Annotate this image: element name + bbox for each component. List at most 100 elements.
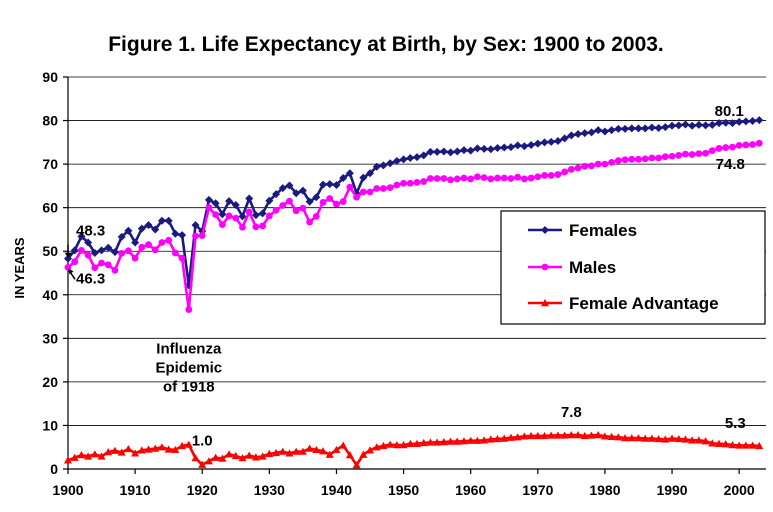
data-point xyxy=(111,266,119,274)
data-point xyxy=(164,445,173,453)
data-point xyxy=(514,173,522,181)
data-point xyxy=(184,440,193,448)
annotation-label: 74.8 xyxy=(716,156,745,173)
data-point xyxy=(306,218,314,226)
data-point xyxy=(647,123,656,132)
data-point xyxy=(117,448,126,456)
data-point xyxy=(661,153,669,161)
data-point xyxy=(205,204,213,212)
data-point xyxy=(728,441,737,449)
data-point xyxy=(77,451,86,459)
data-point xyxy=(64,263,72,271)
data-point xyxy=(413,439,421,447)
data-point xyxy=(587,431,596,439)
data-point xyxy=(628,155,636,163)
data-point xyxy=(668,434,677,442)
data-point xyxy=(138,243,146,251)
data-point xyxy=(742,141,750,149)
annotations: 48.3 46.3 Influenza Epidemic of 1918 1.0 7.8 5.… xyxy=(64,103,746,450)
arrow-head-46-3 xyxy=(68,268,74,275)
data-point xyxy=(157,216,166,225)
data-point xyxy=(540,431,549,440)
data-point xyxy=(366,188,374,196)
data-point xyxy=(600,432,609,440)
legend-swatch-marker xyxy=(541,226,549,234)
data-point xyxy=(192,232,199,240)
data-point xyxy=(581,162,589,170)
data-point xyxy=(474,173,481,181)
data-point xyxy=(721,440,730,448)
y-tick-labels: 0 10 20 30 40 50 60 70 80 90 xyxy=(42,69,58,477)
data-point xyxy=(366,446,375,454)
data-point xyxy=(124,226,133,235)
data-point xyxy=(749,141,756,148)
data-point xyxy=(278,184,287,193)
data-point xyxy=(621,124,630,133)
data-point xyxy=(513,141,522,150)
annotation-label: 7.8 xyxy=(561,404,582,421)
data-point xyxy=(721,118,730,127)
data-point xyxy=(419,438,428,447)
arrow-head-48-3 xyxy=(64,252,72,258)
data-point xyxy=(634,434,643,442)
data-point xyxy=(413,153,421,162)
data-point xyxy=(493,143,502,152)
data-point xyxy=(541,172,548,179)
x-tick-label: 1990 xyxy=(656,482,687,498)
data-point xyxy=(104,243,113,252)
data-point xyxy=(567,131,576,140)
axes xyxy=(67,77,766,474)
data-point xyxy=(533,431,542,440)
data-point xyxy=(735,117,744,126)
data-point xyxy=(661,123,670,132)
data-point xyxy=(104,448,113,456)
data-point xyxy=(694,120,703,129)
data-point xyxy=(258,209,267,218)
data-point xyxy=(688,151,696,158)
data-point xyxy=(413,179,421,186)
data-point xyxy=(171,445,180,454)
data-point xyxy=(158,239,166,246)
data-point xyxy=(125,247,132,255)
data-point xyxy=(433,175,441,182)
data-point xyxy=(567,431,576,439)
legend-label: Females xyxy=(569,221,637,240)
data-point xyxy=(218,221,226,229)
data-point xyxy=(715,439,724,447)
data-point xyxy=(459,146,468,155)
data-point xyxy=(90,450,99,458)
data-point xyxy=(708,120,717,129)
legend-swatch-marker xyxy=(541,263,549,271)
data-point xyxy=(339,174,348,183)
data-point xyxy=(137,224,146,233)
data-point xyxy=(77,232,86,241)
data-point xyxy=(494,174,501,182)
data-point xyxy=(157,443,166,451)
data-point xyxy=(272,448,281,457)
data-point xyxy=(211,453,220,461)
data-point xyxy=(560,431,569,439)
data-point xyxy=(144,445,153,453)
annotation-label: Influenza xyxy=(156,341,222,358)
data-point xyxy=(353,193,360,201)
data-point xyxy=(204,457,213,465)
data-point xyxy=(312,212,320,220)
data-point xyxy=(607,126,616,135)
data-point xyxy=(359,188,367,196)
data-point xyxy=(299,204,307,212)
data-point xyxy=(728,119,737,128)
data-point xyxy=(588,162,595,170)
y-tick-label: 60 xyxy=(42,200,58,216)
data-point xyxy=(251,211,260,220)
data-point xyxy=(446,148,455,157)
data-point xyxy=(567,165,575,173)
data-point xyxy=(708,147,716,155)
data-point xyxy=(755,441,764,450)
data-point xyxy=(654,123,663,132)
data-point xyxy=(520,142,529,151)
data-point xyxy=(453,147,462,156)
y-tick-label: 50 xyxy=(42,243,58,259)
data-point xyxy=(352,461,361,469)
data-point xyxy=(594,160,602,168)
